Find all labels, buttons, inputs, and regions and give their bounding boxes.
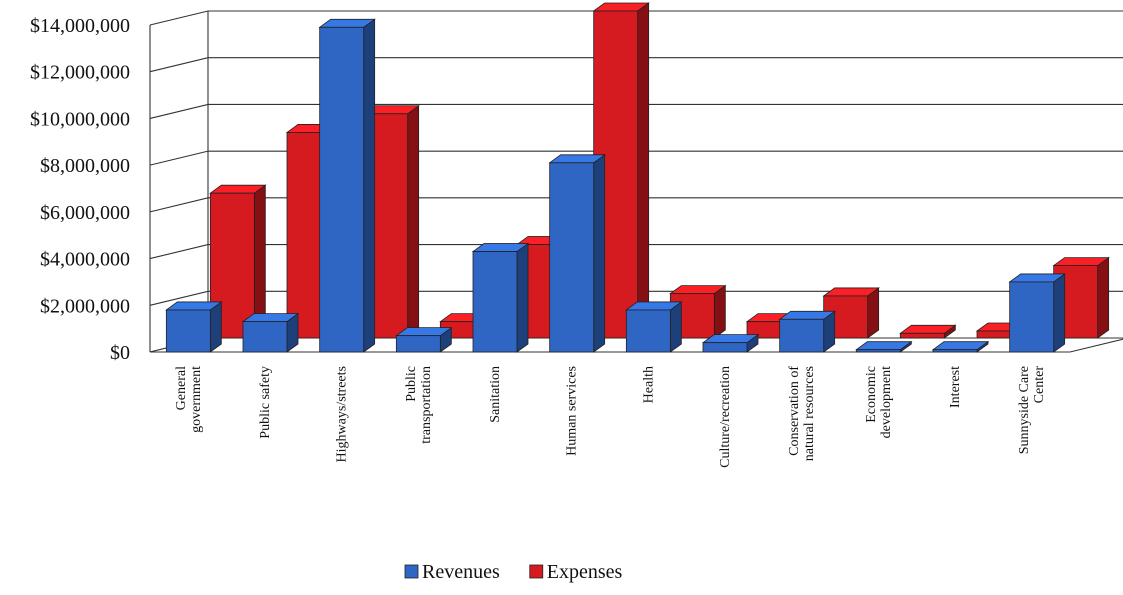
bar-revenues	[855, 340, 913, 353]
bar-front	[319, 26, 365, 353]
y-tick-label: $12,000,000	[30, 62, 130, 84]
bar-side	[637, 2, 650, 339]
legend-item: Revenues	[404, 561, 500, 583]
bar-side	[1053, 273, 1066, 353]
bar-revenues	[625, 301, 683, 353]
bar-front	[702, 342, 748, 353]
bar-front	[242, 321, 288, 353]
bar-revenues	[778, 310, 836, 353]
bar-expenses	[899, 324, 957, 339]
svg-text:development: development	[879, 366, 894, 438]
bar-revenues	[241, 312, 300, 353]
x-category-label: Culture/recreation	[718, 366, 733, 468]
bar-revenues	[931, 340, 990, 353]
bar-front	[1009, 281, 1055, 353]
legend-swatch	[529, 564, 544, 579]
x-category-label: Health	[641, 366, 656, 403]
x-category-label: Human services	[565, 366, 580, 456]
bar-front	[855, 349, 901, 353]
svg-text:government: government	[189, 366, 204, 433]
x-category-label: Public transportation	[404, 366, 434, 444]
svg-text:transportation: transportation	[419, 366, 434, 444]
svg-text:Health: Health	[641, 366, 656, 403]
bar-front	[165, 309, 211, 353]
bar-front	[209, 192, 255, 339]
y-tick-label: $4,000,000	[40, 249, 130, 271]
x-category-label: Economic development	[864, 366, 894, 438]
y-tick-label: $2,000,000	[40, 295, 130, 317]
svg-text:Conservation of: Conservation of	[787, 366, 802, 456]
bar-revenues	[395, 326, 453, 353]
svg-text:Human services: Human services	[565, 366, 580, 456]
svg-text:Sanitation: Sanitation	[488, 366, 503, 423]
bar-revenues	[318, 18, 376, 353]
svg-text:Economic: Economic	[864, 366, 879, 423]
legend-swatch	[404, 564, 419, 579]
legend-item: Expenses	[529, 561, 623, 583]
legend: Revenues Expenses	[404, 561, 623, 583]
legend-label: Expenses	[547, 561, 623, 583]
bar-expenses	[209, 184, 267, 339]
svg-text:Culture/recreation: Culture/recreation	[718, 366, 733, 468]
bar-side	[1097, 256, 1110, 339]
x-category-label: Sanitation	[488, 366, 503, 423]
bar-side	[713, 284, 726, 339]
y-tick-label: $14,000,000	[30, 15, 130, 37]
bar-front	[779, 318, 825, 353]
bar-revenues	[701, 333, 760, 353]
bar-side	[516, 242, 529, 353]
x-category-label: Sunnyside Care Center	[1017, 366, 1047, 455]
bar-revenues	[471, 242, 530, 353]
bar-side	[363, 18, 376, 353]
svg-text:natural resources: natural resources	[802, 366, 817, 461]
category-labels: General government Public safety Highways/s…	[174, 366, 1047, 468]
svg-text:Center: Center	[1032, 366, 1047, 404]
bar-revenues	[1008, 273, 1066, 353]
bars	[165, 2, 1110, 353]
bar-front	[472, 251, 518, 353]
y-tick-label: $8,000,000	[40, 155, 130, 177]
bar-side	[209, 301, 222, 353]
legend-label: Revenues	[422, 561, 500, 583]
svg-text:Sunnyside Care: Sunnyside Care	[1017, 366, 1032, 454]
svg-text:Interest: Interest	[948, 366, 963, 408]
bar-revenues	[165, 301, 223, 353]
x-category-label: Conservation of natural resources	[787, 366, 817, 462]
x-category-label: Public safety	[258, 366, 273, 439]
bar-side	[407, 104, 420, 339]
y-tick-label: $0	[110, 342, 130, 364]
y-tick-label: $10,000,000	[30, 108, 130, 130]
bar-revenues	[548, 154, 606, 353]
bar-front	[395, 335, 441, 353]
bar-side	[593, 154, 606, 353]
y-tick-label: $6,000,000	[40, 202, 130, 224]
bar-side	[669, 301, 682, 353]
x-category-label: Interest	[948, 366, 963, 408]
bar-front	[549, 162, 595, 353]
svg-text:Highways/streets: Highways/streets	[335, 366, 350, 462]
y-tick-labels: $0 $2,000,000 $4,000,000 $6,000,000 $8,000,0…	[30, 15, 130, 364]
x-category-label: General government	[174, 366, 204, 433]
bar-front	[932, 349, 978, 353]
x-category-label: Highways/streets	[335, 366, 350, 462]
svg-text:Public safety: Public safety	[258, 366, 273, 439]
bar-front	[625, 309, 671, 353]
svg-text:Public: Public	[404, 366, 419, 402]
bar-front	[899, 332, 945, 339]
svg-text:General: General	[174, 366, 189, 410]
bar-side	[867, 287, 880, 339]
